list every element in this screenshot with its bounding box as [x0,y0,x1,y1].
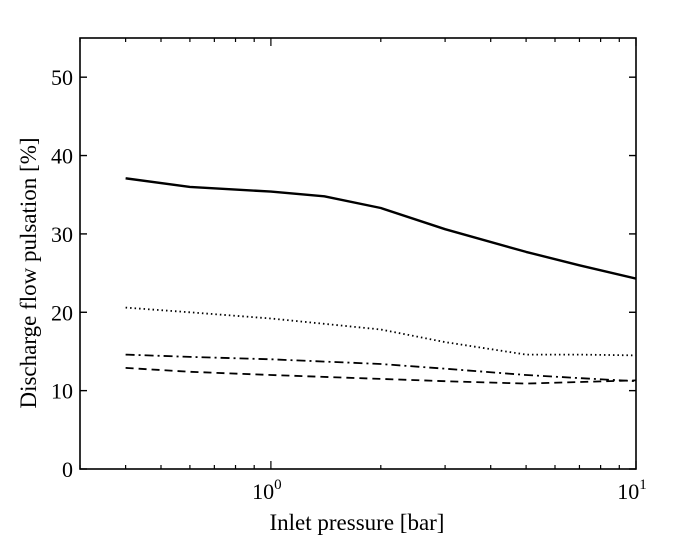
x-tick-label: 101 [617,477,647,504]
y-tick-label: 50 [51,65,73,90]
y-tick-label: 40 [51,144,73,169]
y-axis-label: Discharge flow pulsation [%] [16,137,41,408]
y-tick-label: 0 [62,457,73,482]
series-line-solid [125,177,637,280]
y-tick-label: 10 [51,379,73,404]
series-line-dashdot [125,353,637,383]
series-line-dotted [125,306,637,357]
series-line-dashed [125,367,637,385]
y-tick-label: 30 [51,222,73,247]
x-tick-label: 100 [252,477,282,504]
plot-area-frame [79,37,637,470]
y-tick-label: 20 [51,300,73,325]
x-axis-label: Inlet pressure [bar] [270,510,445,535]
